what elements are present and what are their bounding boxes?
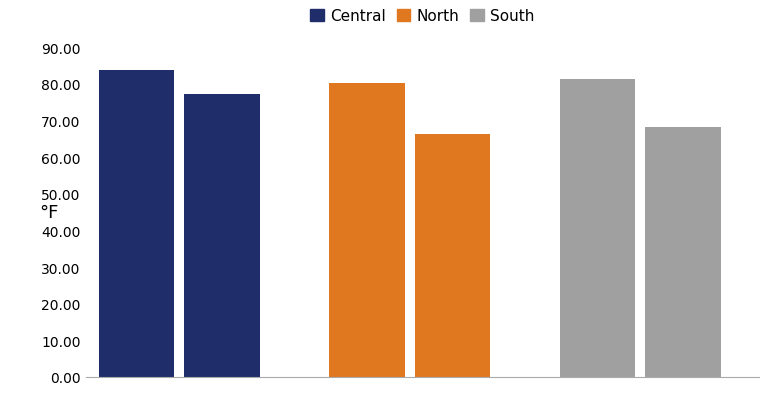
Bar <box>329 84 404 377</box>
Legend: Central, North, South: Central, North, South <box>304 3 540 30</box>
Bar <box>560 80 635 377</box>
Bar <box>414 135 490 377</box>
Y-axis label: °F: °F <box>39 204 59 221</box>
Bar <box>99 71 174 377</box>
Bar <box>185 94 260 377</box>
Bar <box>645 128 721 377</box>
